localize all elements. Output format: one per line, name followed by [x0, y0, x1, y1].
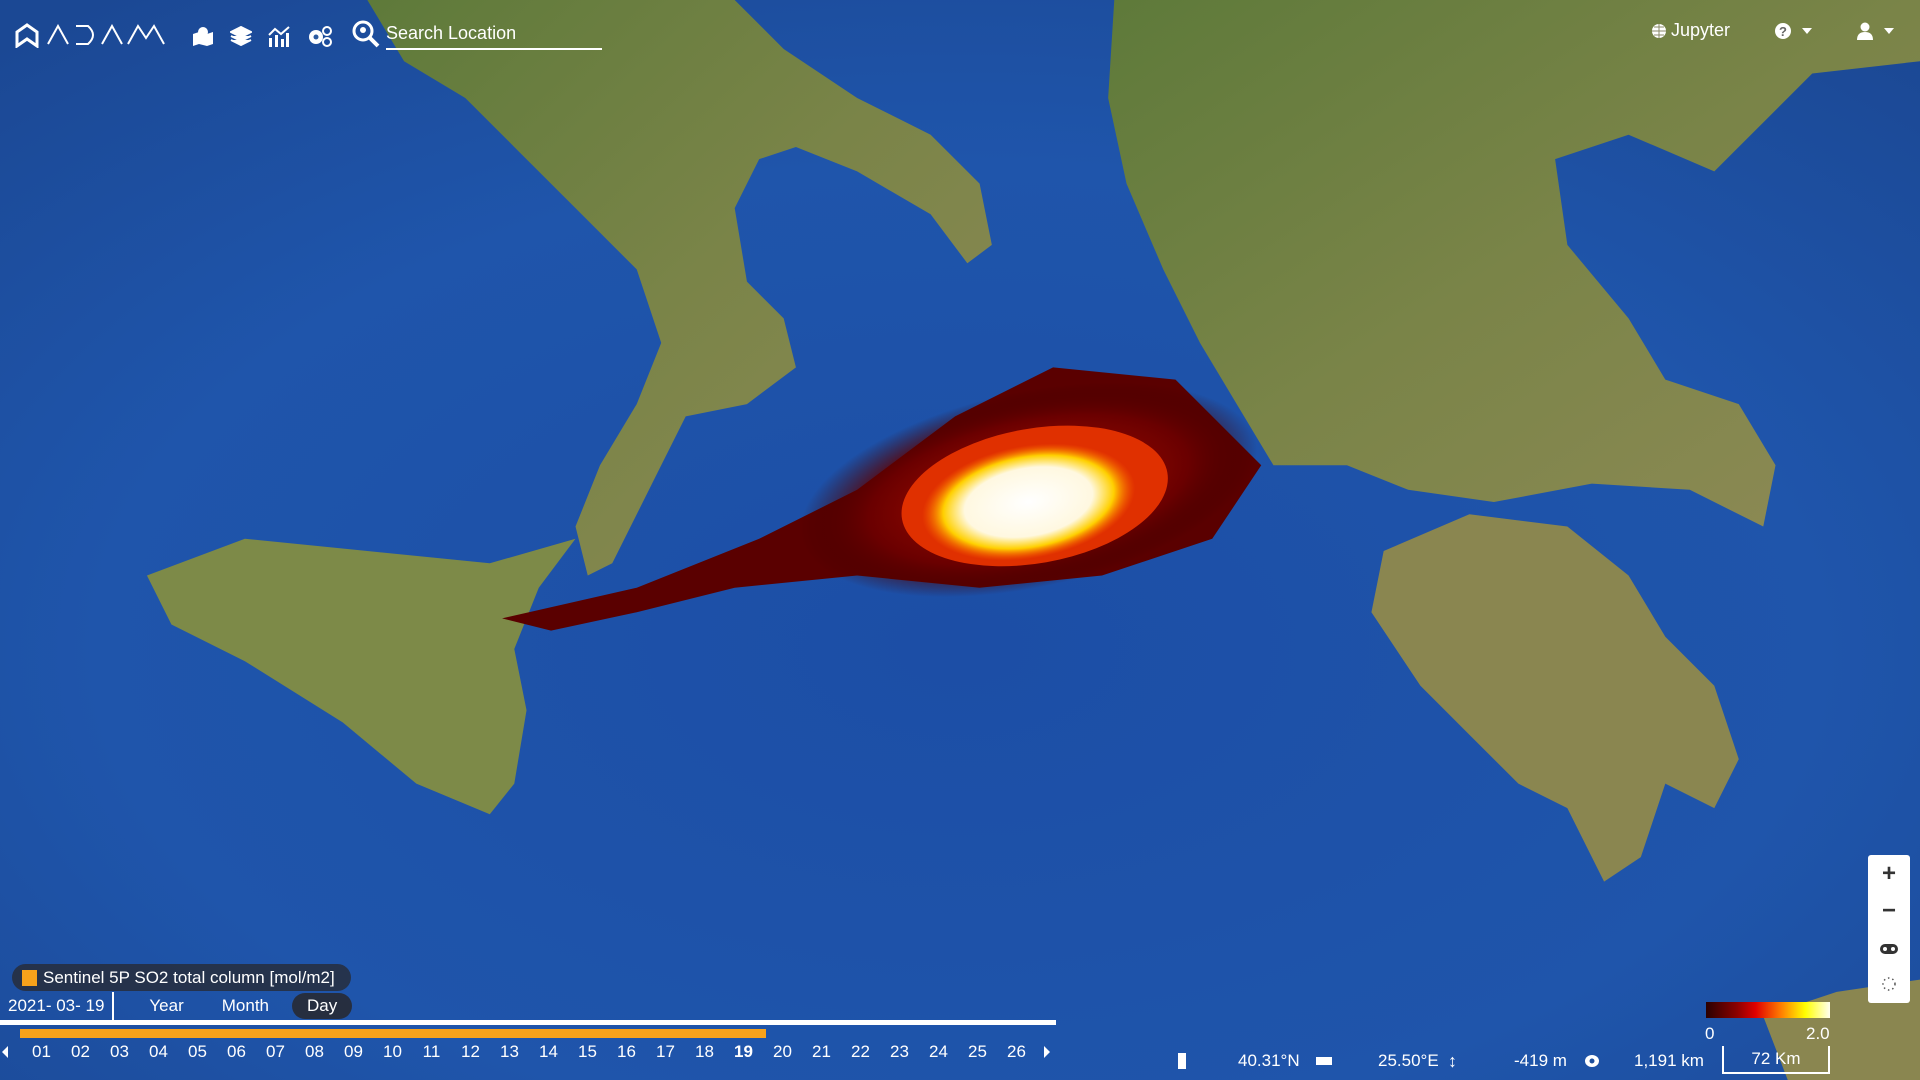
timeline-day[interactable]: 12 [461, 1042, 480, 1061]
timeline-day[interactable]: 23 [890, 1042, 909, 1061]
timeline-day[interactable]: 05 [188, 1042, 207, 1061]
logo-icon [15, 23, 39, 48]
logo-wordmark [47, 24, 165, 45]
timeline-day[interactable]: 07 [266, 1042, 285, 1061]
timeline-day[interactable]: 26 [1007, 1042, 1026, 1061]
jupyter-label: Jupyter [1670, 20, 1730, 40]
search-location-input[interactable] [386, 18, 602, 50]
elevation-readout: -419 m [1514, 1051, 1567, 1070]
layer-color-swatch [22, 969, 37, 986]
settings-icon[interactable] [307, 24, 333, 48]
timeline-day[interactable]: 03 [110, 1042, 129, 1061]
compass-icon[interactable] [1868, 971, 1910, 999]
map-marker-icon[interactable] [190, 24, 216, 48]
layer-legend-label: Sentinel 5P SO2 total column [mol/m2] [43, 967, 335, 987]
scale-bar: 72 Km [1722, 1046, 1830, 1074]
eye-icon [1584, 1050, 1600, 1072]
timeline-day[interactable]: 06 [227, 1042, 246, 1061]
timeline-day[interactable]: 18 [695, 1042, 714, 1061]
user-icon [1857, 22, 1873, 40]
land-balkans [1108, 0, 1920, 527]
globe-icon [1651, 23, 1666, 38]
granularity-month[interactable]: Month [221, 996, 270, 1015]
timeline-day[interactable]: 25 [968, 1042, 987, 1061]
chevron-down-icon [1884, 27, 1894, 34]
timeline-day[interactable]: 11 [422, 1042, 441, 1061]
timeline-day[interactable]: 09 [344, 1042, 363, 1061]
chart-icon[interactable] [266, 24, 292, 48]
vr-icon[interactable] [1868, 934, 1910, 962]
timeline-day[interactable]: 02 [71, 1042, 90, 1061]
land-peloponnese [1371, 514, 1739, 882]
timeline-next-arrow[interactable] [1044, 1046, 1050, 1058]
elevation-icon: ↕ [1448, 1050, 1457, 1071]
adama-logo[interactable] [14, 22, 176, 48]
timeline-day[interactable]: 17 [656, 1042, 675, 1061]
timeline-day[interactable]: 10 [383, 1042, 402, 1061]
timeline-day[interactable]: 20 [773, 1042, 792, 1061]
granularity-day[interactable]: Day [292, 993, 353, 1019]
layers-icon[interactable] [228, 24, 254, 48]
colorbar-min: 0 [1705, 1024, 1715, 1043]
search-bar [352, 18, 602, 50]
search-location-icon[interactable] [352, 20, 380, 48]
timeline-day[interactable]: 13 [500, 1042, 519, 1061]
date-selector: 2021- 03- 19 Year Month Day [0, 992, 353, 1020]
latitude-readout: 40.31°N [1238, 1051, 1300, 1070]
colorbar-max: 2.0 [1806, 1024, 1830, 1043]
measure-icon [1316, 1050, 1332, 1072]
timeline-progress[interactable] [20, 1029, 766, 1038]
user-menu[interactable] [1856, 22, 1894, 40]
timeline-day[interactable]: 24 [929, 1042, 948, 1061]
layer-legend[interactable]: Sentinel 5P SO2 total column [mol/m2] [12, 964, 351, 991]
timeline-day[interactable]: 15 [578, 1042, 597, 1061]
so2-plume [502, 367, 1262, 631]
top-bar: Jupyter ? [0, 0, 1920, 70]
camera-height-readout: 1,191 km [1634, 1051, 1704, 1070]
ruler-icon [1178, 1050, 1186, 1072]
zoom-in-button[interactable]: + [1881, 859, 1896, 887]
timeline-track[interactable] [0, 1020, 1056, 1025]
help-menu[interactable]: ? [1774, 22, 1812, 40]
timeline-day[interactable]: 14 [539, 1042, 558, 1061]
timeline-day[interactable]: 08 [305, 1042, 324, 1061]
current-date: 2021- 03- 19 [0, 992, 115, 1020]
land-sicily [146, 538, 576, 815]
timeline-day[interactable]: 21 [812, 1042, 831, 1061]
granularity-year[interactable]: Year [149, 996, 184, 1015]
timeline-day[interactable]: 16 [617, 1042, 636, 1061]
zoom-out-button[interactable]: − [1881, 896, 1896, 924]
timeline-day[interactable]: 04 [149, 1042, 168, 1061]
question-circle-icon: ? [1775, 22, 1791, 39]
timeline-day-selected[interactable]: 19 [734, 1042, 753, 1061]
timeline-prev-arrow[interactable] [2, 1046, 8, 1058]
chevron-down-icon [1802, 27, 1812, 34]
svg-text:?: ? [1779, 24, 1787, 39]
jupyter-button[interactable]: Jupyter [1651, 20, 1730, 41]
timeline-days: 01 02 03 04 05 06 07 08 09 10 11 12 13 14 15 16 17 18 19 20… [0, 1040, 1056, 1064]
timeline-day[interactable]: 22 [851, 1042, 870, 1061]
land-italy [367, 0, 992, 576]
timeline-day[interactable]: 01 [32, 1042, 51, 1061]
map-controls: + − [1868, 855, 1910, 1003]
longitude-readout: 25.50°E [1378, 1051, 1439, 1070]
colorbar [1706, 1002, 1830, 1018]
